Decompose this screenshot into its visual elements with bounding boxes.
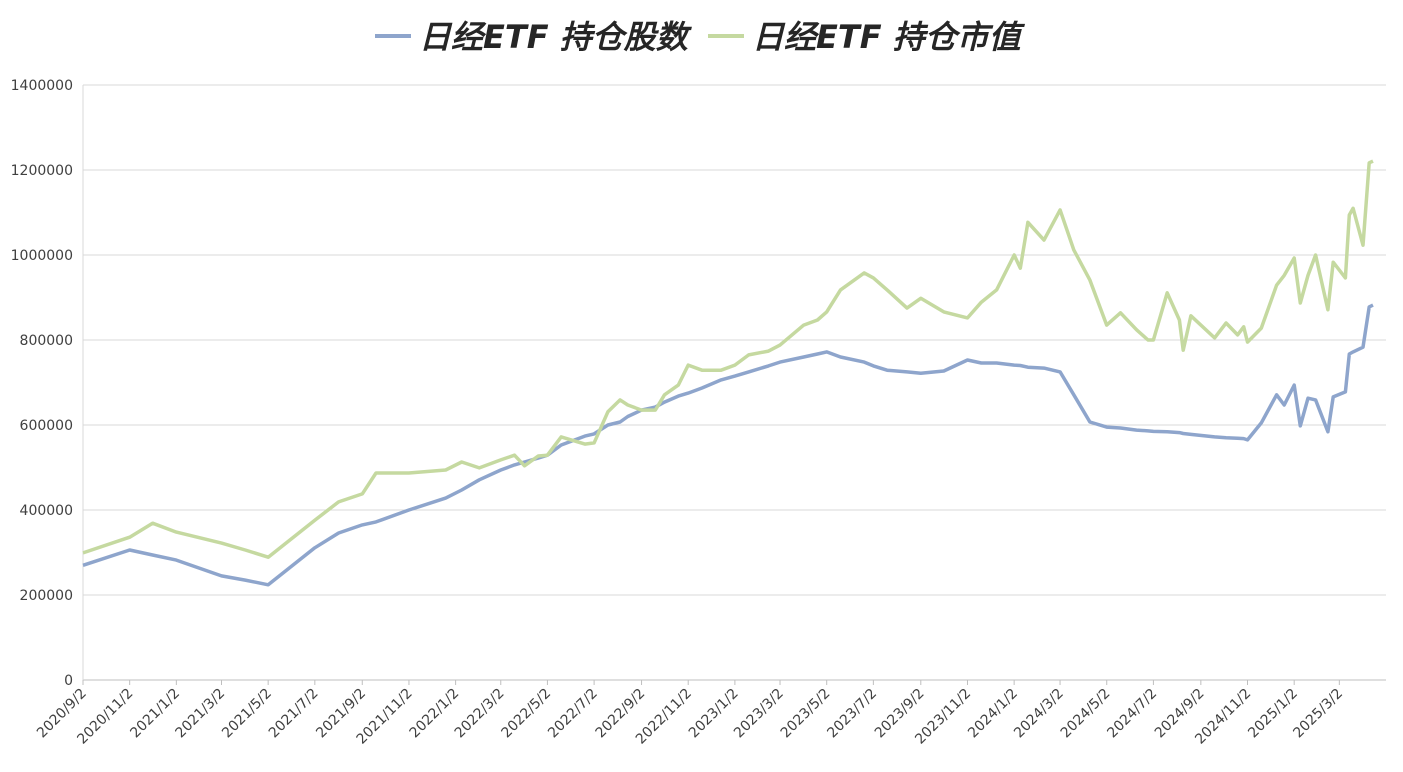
x-tick-label: 2022/3/2 (452, 686, 508, 742)
x-tick-label: 2025/3/2 (1290, 686, 1346, 742)
x-tick-label: 2024/5/2 (1058, 686, 1114, 742)
series-line (82, 303, 1374, 587)
x-tick-label: 2024/1/2 (965, 686, 1021, 742)
legend-label: 日经ETF 持仓股数 (419, 18, 693, 56)
x-tick-label: 2022/5/2 (498, 686, 554, 742)
y-tick-label: 1200000 (11, 163, 73, 179)
y-tick-label: 200000 (20, 588, 73, 604)
x-tick-label: 2021/3/2 (173, 686, 229, 742)
x-tick-label: 2021/7/2 (266, 686, 322, 742)
legend-label: 日经ETF 持仓市值 (752, 18, 1026, 56)
x-tick-label: 2024/7/2 (1104, 686, 1160, 742)
y-tick-label: 0 (64, 673, 73, 689)
x-tick-label: 2024/3/2 (1011, 686, 1067, 742)
y-tick-label: 800000 (20, 333, 73, 349)
x-tick-label: 2022/7/2 (545, 686, 601, 742)
y-tick-label: 1400000 (11, 78, 73, 94)
y-tick-label: 600000 (20, 418, 73, 434)
y-tick-label: 1000000 (11, 248, 73, 264)
series-line (82, 159, 1374, 559)
x-tick-label: 2021/5/2 (219, 686, 275, 742)
x-tick-label: 2023/7/2 (824, 686, 880, 742)
x-tick-label: 2023/3/2 (731, 686, 787, 742)
y-tick-label: 400000 (20, 503, 73, 519)
x-tick-label: 2023/5/2 (778, 686, 834, 742)
